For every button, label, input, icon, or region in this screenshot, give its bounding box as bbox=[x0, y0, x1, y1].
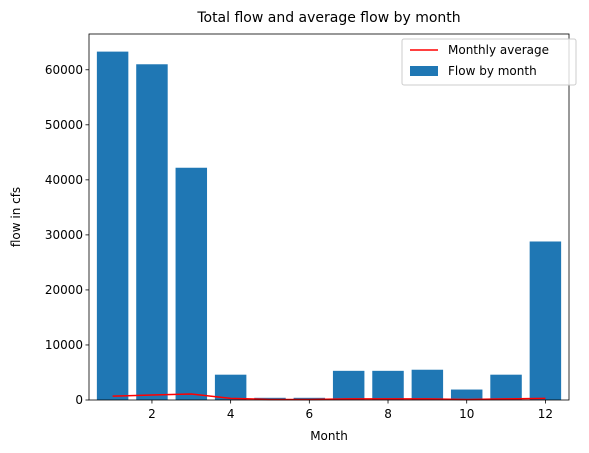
legend-box bbox=[401, 38, 577, 86]
bar bbox=[411, 369, 444, 400]
x-tick-label: 10 bbox=[459, 407, 474, 421]
x-tick-label: 4 bbox=[227, 407, 235, 421]
y-tick-label: 10000 bbox=[45, 338, 83, 352]
chart-title: Total flow and average flow by month bbox=[196, 10, 460, 26]
y-tick-label: 50000 bbox=[45, 118, 83, 132]
bar bbox=[136, 64, 168, 400]
x-tick-label: 6 bbox=[306, 407, 314, 421]
x-tick-label: 2 bbox=[148, 407, 156, 421]
x-tick-label: 8 bbox=[384, 407, 392, 421]
line-group bbox=[112, 393, 546, 401]
legend-bar-swatch bbox=[410, 66, 438, 76]
legend-entry-label: Flow by month bbox=[448, 64, 537, 78]
y-tick-label: 40000 bbox=[45, 173, 83, 187]
plot-frame bbox=[88, 33, 570, 401]
y-axis-label: flow in cfs bbox=[9, 187, 23, 247]
average-line bbox=[112, 393, 546, 401]
bar bbox=[490, 374, 522, 400]
bar bbox=[372, 370, 404, 400]
x-axis: 2 4 6 8 10 12 bbox=[148, 400, 553, 421]
x-axis-label: Month bbox=[310, 429, 348, 443]
bar bbox=[214, 374, 247, 400]
x-tick-label: 12 bbox=[538, 407, 553, 421]
legend-entry-label: Monthly average bbox=[448, 43, 549, 57]
y-tick-label: 30000 bbox=[45, 228, 83, 242]
bar bbox=[96, 51, 129, 400]
bar bbox=[332, 370, 365, 400]
bar bbox=[450, 389, 483, 400]
bar bbox=[529, 241, 562, 400]
y-axis: 0 10000 20000 30000 40000 50000 60000 bbox=[45, 63, 89, 407]
legend: Monthly average Flow by month bbox=[401, 38, 577, 86]
y-tick-label: 0 bbox=[75, 393, 83, 407]
bar bbox=[175, 167, 208, 400]
y-tick-label: 60000 bbox=[45, 63, 83, 77]
bar-group bbox=[96, 51, 562, 400]
y-tick-label: 20000 bbox=[45, 283, 83, 297]
